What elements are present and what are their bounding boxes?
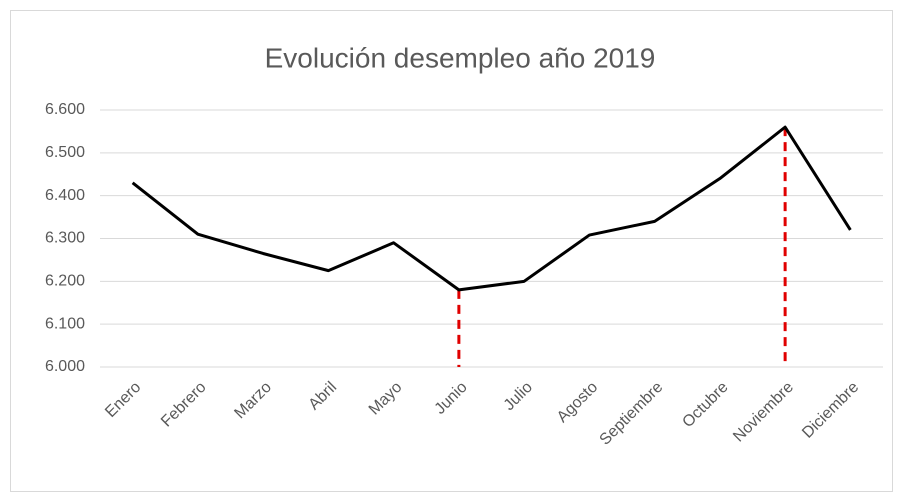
y-tick-label: 6.300 — [45, 230, 85, 247]
line-series — [131, 125, 852, 292]
chart-title: Evolución desempleo año 2019 — [265, 42, 656, 73]
chart-border — [10, 10, 893, 492]
y-tick-label: 6.200 — [45, 273, 85, 290]
y-tick-label: 6.600 — [45, 101, 85, 118]
y-tick-label: 6.400 — [45, 187, 85, 204]
y-tick-label: 6.100 — [45, 315, 85, 332]
y-tick-label: 6.000 — [45, 358, 85, 375]
y-tick-label: 6.500 — [45, 144, 85, 161]
